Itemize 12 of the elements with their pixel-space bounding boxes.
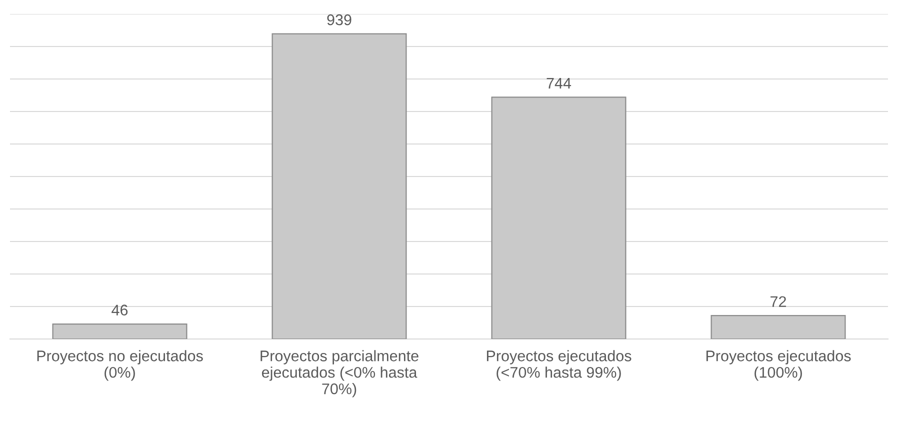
data-label: 72 xyxy=(770,296,786,307)
data-label: 46 xyxy=(112,304,128,316)
x-tick-label: Proyectos ejecutados (100%) xyxy=(706,350,851,381)
data-label: 744 xyxy=(546,78,572,88)
bar xyxy=(491,96,626,339)
data-label: 939 xyxy=(327,14,352,26)
x-tick-label: Proyectos parcialmente ejecutados (<0% hasta 70%) xyxy=(260,350,418,398)
x-tick-label: Proyectos no ejecutados (0%) xyxy=(37,350,203,381)
bar xyxy=(272,33,407,339)
bar xyxy=(52,323,188,339)
x-tick-label: Proyectos ejecutados (<70% hasta 99%) xyxy=(486,350,632,381)
bar xyxy=(710,315,846,339)
